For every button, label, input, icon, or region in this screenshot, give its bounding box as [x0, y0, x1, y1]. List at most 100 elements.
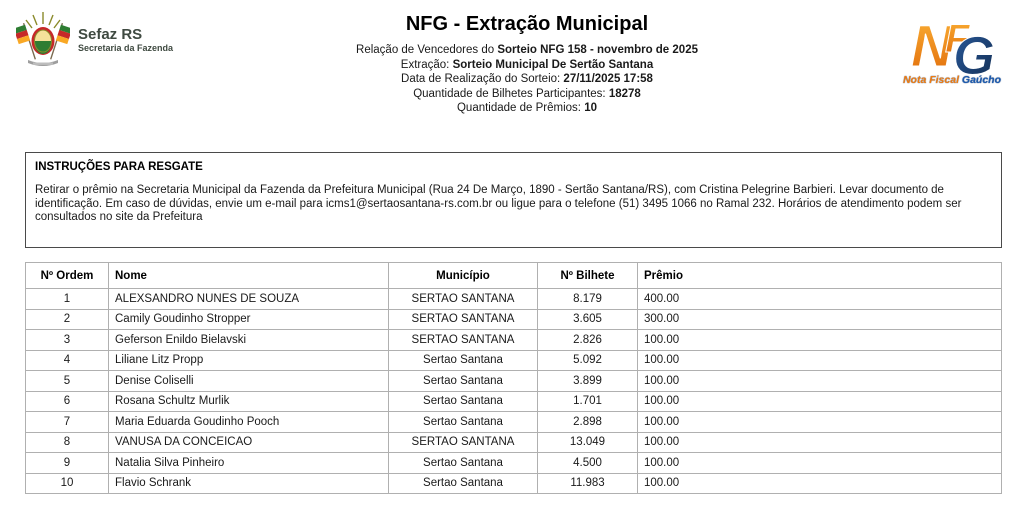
table-cell: 3.899: [537, 370, 638, 392]
table-cell: Maria Eduarda Goudinho Pooch: [108, 411, 389, 433]
table-cell: 4.500: [537, 452, 638, 474]
table-cell: 400.00: [637, 288, 1002, 310]
table-cell: 2.898: [537, 411, 638, 433]
info-label: Data de Realização do Sorteio:: [401, 73, 564, 85]
table-cell: 13.049: [537, 431, 638, 453]
report-header: NFG - Extração Municipal Relação de Venc…: [262, 13, 792, 116]
table-row: 5 Denise Coliselli Sertao Santana 3.899 100.…: [25, 370, 1002, 392]
nfg-caption-orange: Nota Fiscal: [902, 74, 959, 86]
table-cell: Camily Goudinho Stropper: [108, 308, 389, 330]
table-cell: Geferson Enildo Bielavski: [108, 329, 389, 351]
table-cell: 100.00: [637, 370, 1002, 392]
table-cell: SERTAO SANTANA: [388, 288, 538, 310]
table-cell: 6: [25, 390, 109, 412]
info-line-prizes: Quantidade de Prêmios: 10: [262, 101, 792, 116]
table-cell: SERTAO SANTANA: [388, 329, 538, 351]
table-row: 4 Liliane Litz Propp Sertao Santana 5.092 10…: [25, 349, 1002, 371]
table-cell: 100.00: [637, 452, 1002, 474]
table-header: Nº Ordem Nome Município Nº Bilhete Prêmi…: [25, 262, 1002, 289]
table-cell: 4: [25, 349, 109, 371]
sefaz-logo-title: Sefaz RS: [78, 25, 143, 43]
table-cell: Sertao Santana: [388, 452, 538, 474]
info-label: Extração:: [400, 58, 453, 71]
info-line-date: Data de Realização do Sorteio: 27/11/202…: [262, 72, 792, 87]
table-cell: 8: [25, 431, 109, 453]
table-cell: 100.00: [637, 349, 1002, 371]
info-label: Relação de Vencedores do: [356, 44, 498, 56]
table-cell: 5.092: [537, 349, 638, 371]
table-cell: 11.983: [537, 472, 638, 494]
table-row: 9 Natalia Silva Pinheiro Sertao Santana 4.5…: [25, 452, 1002, 474]
table-cell: Natalia Silva Pinheiro: [108, 452, 389, 474]
table-cell: 3: [25, 329, 109, 351]
sefaz-logo-text: Sefaz RS Secretaria da Fazenda: [78, 26, 173, 53]
info-value: Sorteio NFG 158 - novembro de 2025: [497, 44, 698, 56]
table-row: 1 ALEXSANDRO NUNES DE SOUZA SERTAO SANTANA…: [25, 288, 1002, 310]
info-value: Sorteio Municipal De Sertão Santana: [452, 58, 654, 71]
table-cell: 8.179: [537, 288, 638, 310]
winners-table: Nº Ordem Nome Município Nº Bilhete Prêmi…: [25, 262, 1002, 494]
table-cell: VANUSA DA CONCEICAO: [108, 431, 389, 453]
table-row: 7 Maria Eduarda Goudinho Pooch Sertao Sant…: [25, 411, 1002, 433]
info-value: 18278: [608, 87, 641, 100]
column-header-prize: Prêmio: [637, 262, 1002, 289]
column-header-ticket: Nº Bilhete: [537, 262, 638, 289]
table-cell: ALEXSANDRO NUNES DE SOUZA: [108, 288, 389, 310]
table-cell: 9: [25, 452, 109, 474]
info-line-extraction: Extração: Sorteio Municipal De Sertão Sa…: [262, 58, 792, 73]
table-cell: 5: [25, 370, 109, 392]
sefaz-logo-subtitle: Secretaria da Fazenda: [78, 42, 174, 53]
info-line-tickets: Quantidade de Bilhetes Participantes: 18…: [262, 87, 792, 102]
page-title: NFG - Extração Municipal: [405, 13, 649, 35]
table-row: 6 Rosana Schultz Murlik Sertao Santana 1.70…: [25, 390, 1002, 412]
table-cell: 2: [25, 308, 109, 330]
table-cell: Sertao Santana: [388, 411, 538, 433]
table-cell: 10: [25, 472, 109, 494]
table-row: 3 Geferson Enildo Bielavski SERTAO SANTANA…: [25, 329, 1002, 351]
nfg-logo: N F G Nota Fiscal Gaúcho: [893, 10, 1011, 98]
info-label: Quantidade de Prêmios:: [456, 102, 585, 114]
redemption-instructions-box: INSTRUÇÕES PARA RESGATE Retirar o prêmio…: [25, 152, 1002, 248]
table-cell: 100.00: [637, 472, 1002, 494]
sefaz-logo: Sefaz RS Secretaria da Fazenda: [16, 10, 173, 68]
info-value: 10: [584, 102, 597, 114]
table-cell: 300.00: [637, 308, 1002, 330]
draw-info-lines: Relação de Vencedores do Sorteio NFG 158…: [262, 43, 792, 116]
instructions-body: Retirar o prêmio na Secretaria Municipal…: [35, 184, 962, 223]
column-header-order: Nº Ordem: [25, 262, 109, 289]
nfg-letters-icon: N F G: [911, 14, 996, 79]
table-row: 10 Flavio Schrank Sertao Santana 11.983 100.…: [25, 472, 1002, 494]
table-header-row: Nº Ordem Nome Município Nº Bilhete Prêmi…: [25, 262, 1002, 289]
table-cell: Rosana Schultz Murlik: [108, 390, 389, 412]
svg-text:N: N: [911, 14, 954, 78]
table-cell: Sertao Santana: [388, 390, 538, 412]
table-row: 8 VANUSA DA CONCEICAO SERTAO SANTANA 13.049…: [25, 431, 1002, 453]
table-cell: Sertao Santana: [388, 472, 538, 494]
table-cell: 1: [25, 288, 109, 310]
nfg-caption: Nota Fiscal Gaúcho: [893, 74, 1011, 86]
svg-text:G: G: [953, 26, 995, 78]
table-cell: SERTAO SANTANA: [388, 431, 538, 453]
info-line-winners: Relação de Vencedores do Sorteio NFG 158…: [262, 43, 792, 58]
table-cell: 100.00: [637, 390, 1002, 412]
svg-text:F: F: [945, 17, 971, 61]
table-row: 2 Camily Goudinho Stropper SERTAO SANTANA 3…: [25, 308, 1002, 330]
column-header-municipality: Município: [388, 262, 538, 289]
column-header-name: Nome: [108, 262, 389, 289]
table-cell: 100.00: [637, 329, 1002, 351]
table-cell: Denise Coliselli: [108, 370, 389, 392]
table-cell: SERTAO SANTANA: [388, 308, 538, 330]
table-cell: 100.00: [637, 411, 1002, 433]
table-cell: 7: [25, 411, 109, 433]
table-cell: Flavio Schrank: [108, 472, 389, 494]
table-cell: Sertao Santana: [388, 370, 538, 392]
info-value: 27/11/2025 17:58: [563, 73, 653, 85]
nfg-caption-blue: Gaúcho: [961, 74, 1002, 86]
rs-coat-of-arms-icon: [16, 12, 70, 66]
table-body: 1 ALEXSANDRO NUNES DE SOUZA SERTAO SANTANA…: [25, 288, 1002, 494]
info-label: Quantidade de Bilhetes Participantes:: [413, 87, 609, 100]
table-cell: 100.00: [637, 431, 1002, 453]
table-cell: Sertao Santana: [388, 349, 538, 371]
table-cell: Liliane Litz Propp: [108, 349, 389, 371]
